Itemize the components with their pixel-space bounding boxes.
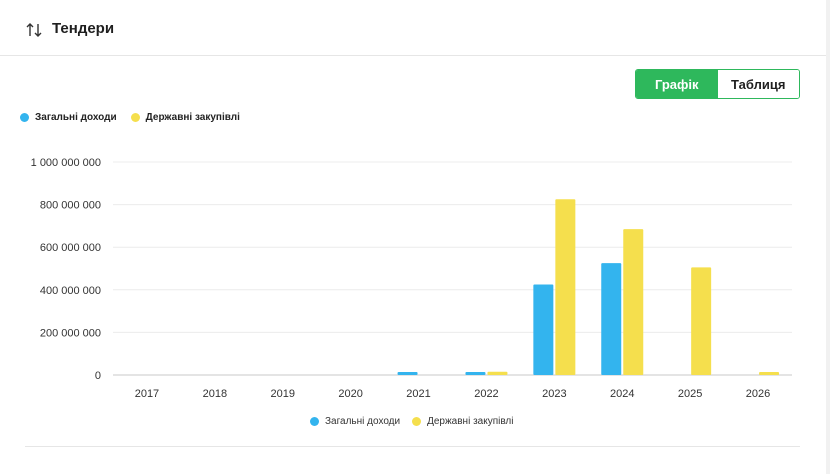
bar-procurement bbox=[487, 371, 508, 375]
bar-income bbox=[397, 372, 418, 375]
y-tick-label: 0 bbox=[95, 370, 101, 382]
panel-title: Тендери bbox=[52, 20, 115, 37]
bar-procurement bbox=[623, 229, 644, 375]
x-tick-label: 2017 bbox=[135, 388, 159, 400]
x-tick-label: 2020 bbox=[338, 388, 362, 400]
bar-income bbox=[601, 263, 622, 375]
chart-view-button[interactable]: Графік bbox=[636, 70, 718, 98]
legend-label-procurement: Державні закупівлі bbox=[145, 112, 240, 123]
y-tick-label: 600 000 000 bbox=[40, 242, 101, 254]
x-tick-label: 2023 bbox=[542, 388, 566, 400]
x-tick-label: 2024 bbox=[610, 388, 634, 400]
legend-bottom-item-procurement[interactable]: Державні закупівлі bbox=[412, 416, 514, 427]
footer-divider bbox=[25, 446, 800, 447]
bar-income bbox=[465, 372, 486, 375]
legend-item-income[interactable]: Загальні доходи bbox=[20, 112, 117, 123]
y-tick-label: 800 000 000 bbox=[40, 200, 101, 212]
panel-edge bbox=[826, 0, 830, 474]
bar-chart: 0 200 000 000 400 000 000 600 000 000 800 00… bbox=[31, 157, 792, 400]
legend-bottom-label-income: Загальні доходи bbox=[325, 416, 401, 427]
x-tick-label: 2026 bbox=[746, 388, 770, 400]
x-tick-label: 2022 bbox=[474, 388, 498, 400]
x-tick-label: 2025 bbox=[678, 388, 702, 400]
legend-bottom-label-procurement: Державні закупівлі bbox=[427, 416, 514, 427]
view-toggle: Графік Таблиця bbox=[635, 69, 800, 99]
legend-dot-income bbox=[20, 113, 29, 122]
x-tick-label: 2019 bbox=[271, 388, 295, 400]
legend-bottom-dot-procurement bbox=[412, 417, 422, 426]
bar-procurement bbox=[555, 199, 576, 375]
legend-dot-procurement bbox=[130, 113, 140, 122]
legend-label-income: Загальні доходи bbox=[35, 112, 117, 123]
x-tick-label: 2018 bbox=[203, 388, 227, 400]
legend-bottom: Загальні доходи Державні закупівлі bbox=[310, 416, 514, 427]
bar-procurement bbox=[691, 267, 712, 375]
table-view-button[interactable]: Таблиця bbox=[717, 70, 799, 98]
y-tick-label: 200 000 000 bbox=[40, 327, 101, 339]
legend-bottom-dot-income bbox=[310, 417, 319, 426]
legend-top: Загальні доходи Державні закупівлі bbox=[20, 112, 240, 123]
bar-procurement bbox=[759, 372, 780, 375]
bar-income bbox=[533, 284, 554, 375]
legend-item-procurement[interactable]: Державні закупівлі bbox=[130, 112, 240, 123]
x-tick-label: 2021 bbox=[406, 388, 430, 400]
panel-header: Тендери bbox=[0, 0, 826, 56]
y-tick-label: 400 000 000 bbox=[40, 285, 101, 297]
sort-arrows-icon bbox=[26, 23, 42, 37]
legend-bottom-item-income[interactable]: Загальні доходи bbox=[310, 416, 400, 427]
y-tick-label: 1 000 000 000 bbox=[31, 157, 101, 169]
